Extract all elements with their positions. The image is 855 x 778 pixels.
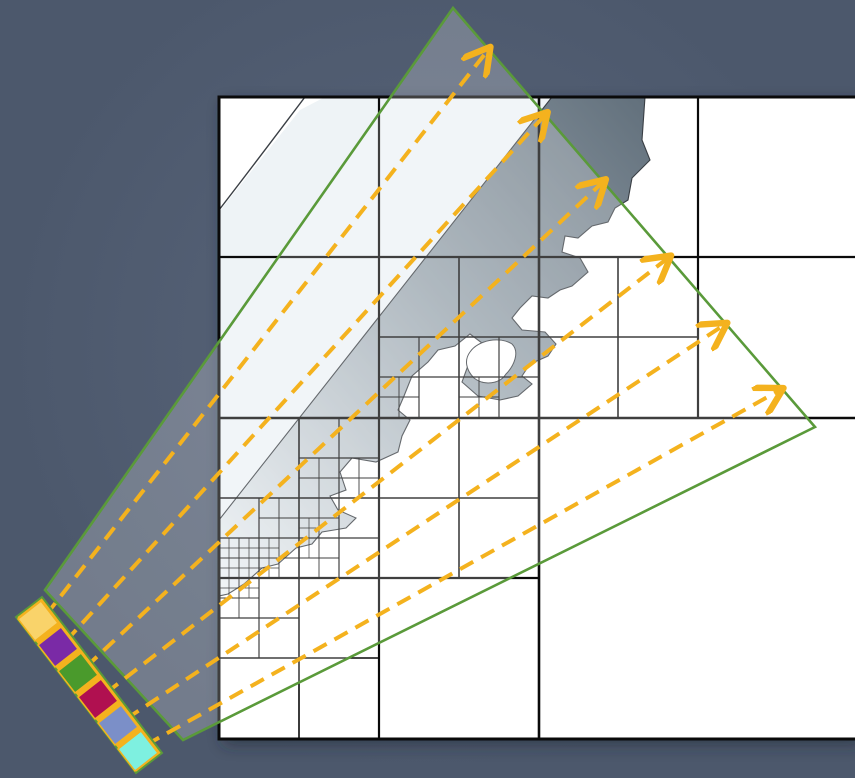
- pixel-cell-green: [56, 651, 100, 695]
- pixel-strip: [14, 595, 164, 775]
- shelf-edge-line: [219, 97, 306, 211]
- quadtree-grid: [217, 95, 855, 741]
- pixel-cell-purple: [36, 625, 80, 669]
- map-panel: [217, 95, 855, 741]
- projection-ray: [145, 390, 780, 747]
- pixel-cell-slate-blue: [96, 703, 140, 747]
- land-mass: [219, 97, 651, 597]
- pixel-cell-yellow: [16, 599, 60, 643]
- projection-rays: [44, 50, 780, 747]
- projection-frustum: [43, 5, 818, 742]
- pixel-cell-aqua: [116, 729, 160, 773]
- pixel-cell-crimson: [76, 677, 120, 721]
- projection-ray: [84, 182, 603, 669]
